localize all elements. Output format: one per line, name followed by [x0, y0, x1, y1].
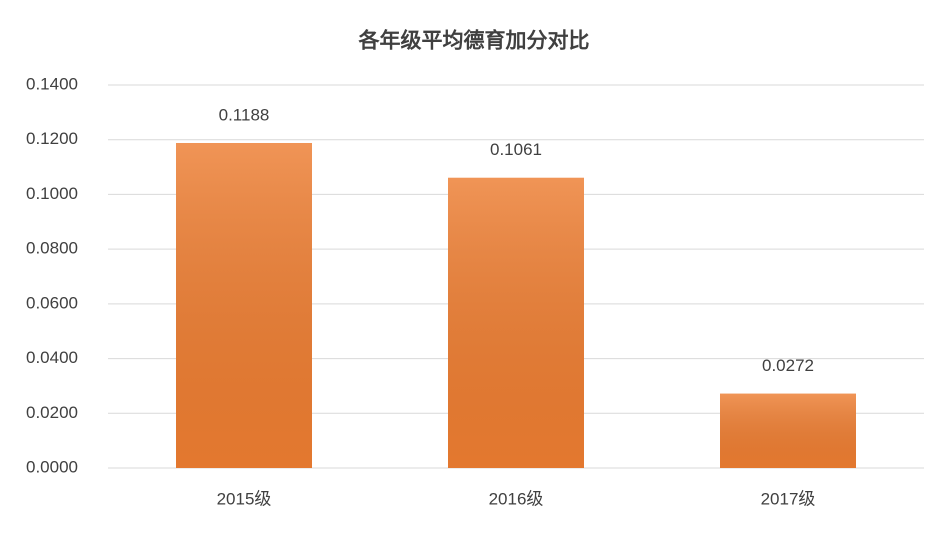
- bar: [720, 393, 856, 468]
- x-tick-label: 2017级: [761, 489, 816, 508]
- x-tick-label: 2016级: [489, 489, 544, 508]
- y-tick-label: 0.0400: [26, 348, 78, 367]
- y-tick-label: 0.1200: [26, 129, 78, 148]
- data-label: 0.1061: [490, 140, 542, 159]
- y-tick-label: 0.0600: [26, 293, 78, 312]
- chart-title: 各年级平均德育加分对比: [358, 29, 590, 53]
- bar: [448, 177, 584, 468]
- y-tick-label: 0.0000: [26, 457, 78, 476]
- y-tick-label: 0.1000: [26, 184, 78, 203]
- data-label: 0.1188: [219, 105, 270, 124]
- y-tick-label: 0.1400: [26, 74, 78, 93]
- x-tick-label: 2015级: [217, 489, 272, 508]
- bar: [176, 142, 312, 469]
- y-tick-label: 0.0200: [26, 403, 78, 422]
- y-tick-label: 0.0800: [26, 239, 78, 258]
- data-label: 0.0272: [762, 356, 814, 375]
